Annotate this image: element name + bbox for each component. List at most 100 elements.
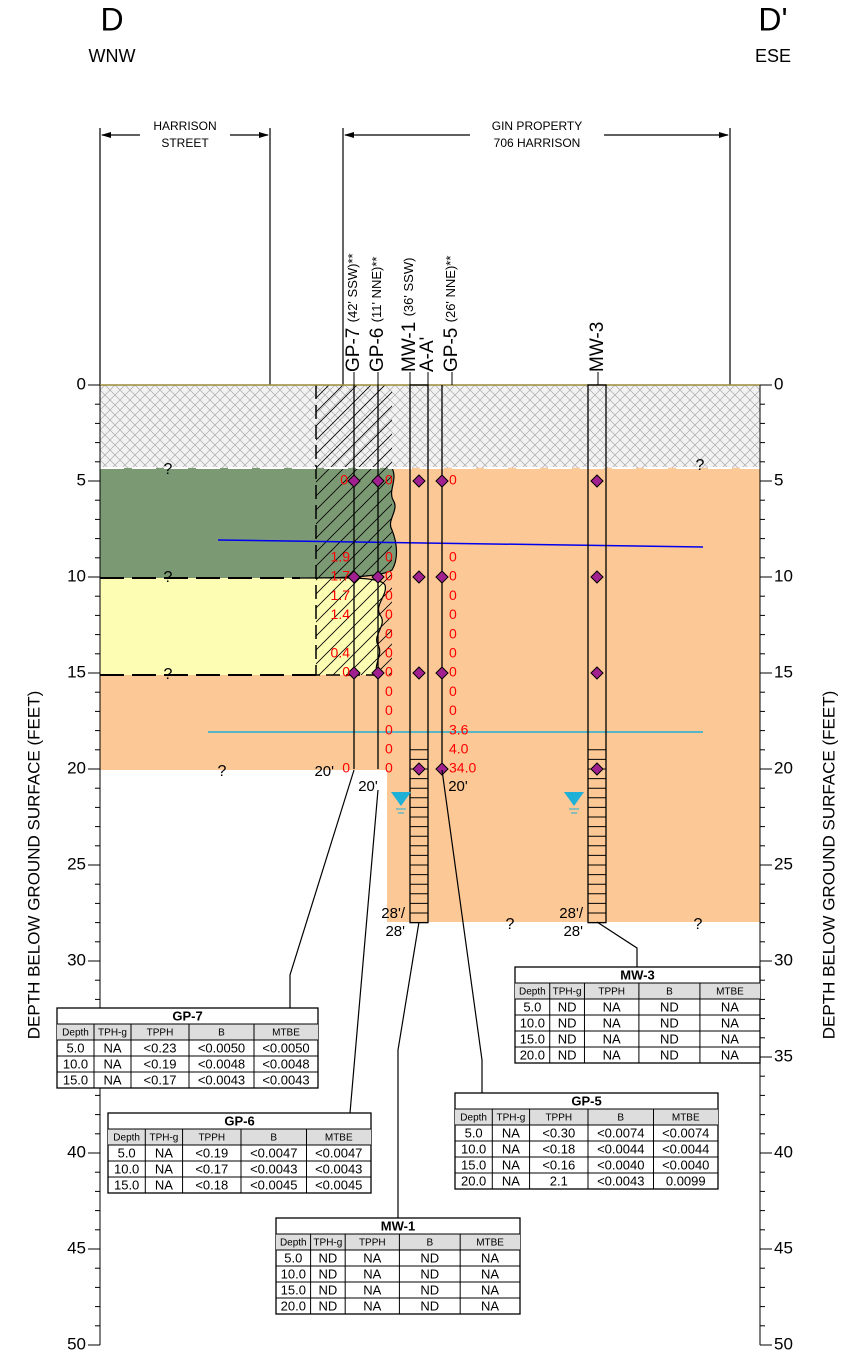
table-cell: <0.0043 <box>250 1161 297 1176</box>
table-cell: NA <box>481 1298 499 1313</box>
boring-label: A-A' <box>417 337 438 372</box>
data-table: MW-1Depth5.010.015.020.0TPH-gNDNDNDNDTPP… <box>275 1217 521 1315</box>
section-letter: D' <box>758 1 787 37</box>
pid-reading: 1.7 <box>331 568 351 584</box>
tick-label: 40 <box>774 1142 793 1161</box>
data-table: MW-3Depth5.010.015.020.0TPH-gNDNDNDNDTPP… <box>514 966 761 1064</box>
table-cell: NA <box>103 1072 121 1087</box>
pid-reading: 0 <box>449 625 457 641</box>
table-cell: <0.0043 <box>597 1173 644 1188</box>
table-cell: 10.0 <box>63 1056 88 1071</box>
table-cell: <0.0040 <box>662 1157 709 1172</box>
sample-point <box>435 762 449 776</box>
table-cell: <0.0050 <box>198 1040 245 1055</box>
table-header: Depth <box>113 1133 140 1144</box>
table-header: TPPH <box>545 1113 572 1124</box>
data-table: GP-5Depth5.010.015.020.0TPH-gNANANANATPP… <box>454 1092 719 1190</box>
table-header: MTBE <box>716 987 744 998</box>
total-depth: 28' <box>385 923 405 940</box>
table-cell: 5.0 <box>523 999 541 1014</box>
table-cell: NA <box>363 1282 381 1297</box>
unknown-contact: ? <box>164 461 173 478</box>
unknown-contact: ? <box>164 666 173 683</box>
table-cell: <0.0045 <box>315 1177 362 1192</box>
table-cell: 5.0 <box>118 1145 136 1160</box>
boring-label: GP-5 (26' NNE)** <box>441 256 462 372</box>
table-cell: NA <box>721 1047 739 1062</box>
boring-name: GP-6 <box>367 328 388 372</box>
table-cell: <0.0043 <box>262 1072 309 1087</box>
table-cell: NA <box>603 999 621 1014</box>
table-cell: <0.0040 <box>597 1157 644 1172</box>
table-cell: ND <box>558 1047 577 1062</box>
table-cell: NA <box>103 1056 121 1071</box>
table-cell: ND <box>318 1298 337 1313</box>
table-cell: ND <box>660 1031 679 1046</box>
tick-label: 50 <box>67 1334 86 1353</box>
sample-point <box>412 666 426 680</box>
tick-label: 45 <box>774 1238 793 1257</box>
table-cell: <0.19 <box>144 1056 177 1071</box>
sample-point <box>412 570 426 584</box>
boring-label: MW-1 (36' SSW) <box>399 258 420 372</box>
groundwater-symbol <box>564 792 584 806</box>
table-cell: <0.0044 <box>597 1141 644 1156</box>
boring-note: (36' SSW) <box>401 258 416 317</box>
pid-reading: 0 <box>449 472 457 488</box>
boring-label: MW-3 <box>587 322 608 372</box>
table-cell: ND <box>318 1266 337 1281</box>
pid-reading: 0 <box>385 549 393 565</box>
pid-reading: 0 <box>342 664 350 680</box>
pid-reading: 0 <box>385 683 393 699</box>
table-header: TPPH <box>359 1238 386 1249</box>
boring-name: MW-3 <box>587 322 608 372</box>
table-cell: ND <box>660 1015 679 1030</box>
table-header: TPH-g <box>313 1238 342 1249</box>
total-depth: 28'/ <box>559 905 584 922</box>
table-cell: <0.19 <box>195 1145 228 1160</box>
unknown-contact: ? <box>696 457 705 474</box>
table-cell: ND <box>318 1282 337 1297</box>
table-header: MTBE <box>476 1238 504 1249</box>
pid-reading: 0 <box>385 702 393 718</box>
boring-note: (11' NNE)** <box>369 257 384 323</box>
table-cell: NA <box>481 1250 499 1265</box>
boring-label: GP-6 (11' NNE)** <box>367 257 388 372</box>
direction: WNW <box>89 46 136 66</box>
table-cell: ND <box>420 1282 439 1297</box>
table-header: B <box>666 987 673 998</box>
table-header: Depth <box>519 987 546 998</box>
table-cell: <0.0043 <box>315 1161 362 1176</box>
pid-reading: 0 <box>385 587 393 603</box>
table-cell: NA <box>363 1250 381 1265</box>
table-leader <box>289 769 355 1008</box>
pid-reading: 3.6 <box>449 721 469 737</box>
sample-point <box>590 762 604 776</box>
table-cell: 0.0099 <box>666 1173 706 1188</box>
pid-reading: 0 <box>385 625 393 641</box>
table-cell: <0.18 <box>195 1177 228 1192</box>
pid-reading: 0 <box>385 664 393 680</box>
data-table: GP-7Depth5.010.015.0TPH-gNANANATPPH<0.23… <box>56 1007 319 1089</box>
tick-label: 10 <box>67 566 86 585</box>
table-header-bg <box>108 1129 371 1145</box>
pid-reading: 0 <box>449 606 457 622</box>
tick-label: 45 <box>67 1238 86 1257</box>
table-header: B <box>426 1238 433 1249</box>
table-header: TPH-g <box>149 1133 178 1144</box>
table-cell: NA <box>502 1141 520 1156</box>
boring-label: GP-7 (42' SSW)** <box>343 253 364 372</box>
table-header-bg <box>515 983 760 999</box>
table-header: TPH-g <box>553 987 582 998</box>
pid-reading: 0 <box>342 760 350 776</box>
pid-reading: 0 <box>385 741 393 757</box>
boring-name: GP-7 <box>343 328 364 372</box>
tick-label: 15 <box>67 662 86 681</box>
pid-reading: 0 <box>385 568 393 584</box>
unknown-contact: ? <box>218 763 227 780</box>
tick-label: 25 <box>67 854 86 873</box>
table-cell: <0.0074 <box>597 1125 644 1140</box>
table-cell: ND <box>318 1250 337 1265</box>
table-cell: ND <box>558 1031 577 1046</box>
